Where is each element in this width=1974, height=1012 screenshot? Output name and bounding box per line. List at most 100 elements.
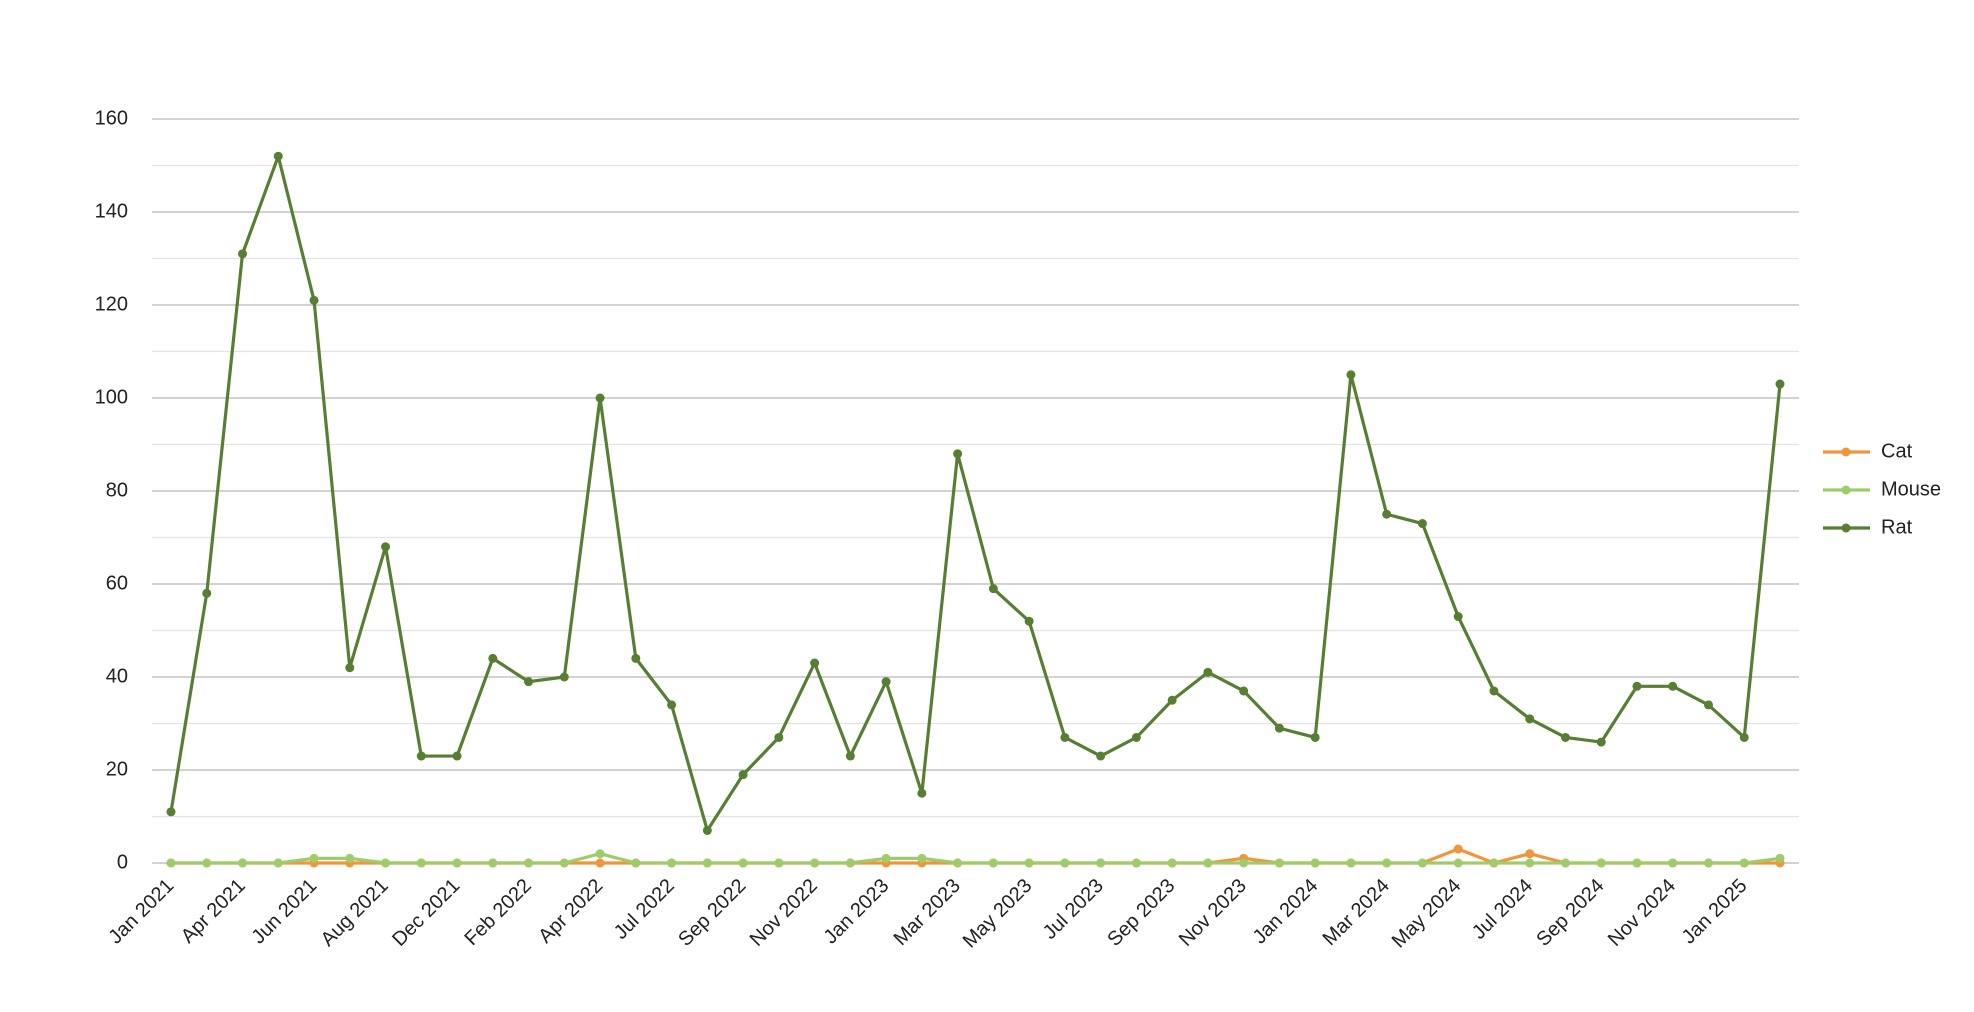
data-point [202,858,212,868]
data-point [166,807,176,817]
data-point [1203,667,1213,677]
y-tick-label: 100 [95,386,128,408]
data-point [774,858,784,868]
y-tick-label: 80 [106,479,128,501]
data-point [1775,853,1785,863]
data-point [1024,858,1034,868]
data-point [1382,858,1392,868]
data-point [1096,858,1106,868]
data-point [1525,858,1535,868]
x-tick-label: Dec 2021 [388,875,464,951]
data-point [488,858,498,868]
data-point [845,751,855,761]
x-tick-label: Jun 2021 [248,875,322,949]
x-tick-label: May 2024 [1388,875,1466,953]
data-point [1668,681,1678,691]
legend-label: Mouse [1881,478,1941,500]
data-point [559,672,569,682]
y-tick-label: 160 [95,107,128,129]
data-point [1596,858,1606,868]
data-point [738,770,748,780]
data-point [559,858,569,868]
x-tick-label: Apr 2021 [177,875,250,948]
x-tick-label: Nov 2022 [746,875,822,951]
data-point [1596,737,1606,747]
data-point [1346,858,1356,868]
data-point [810,658,820,668]
data-point [273,151,283,161]
data-point [345,663,355,673]
y-tick-label: 120 [95,293,128,315]
data-point [1239,686,1249,696]
data-point [1131,732,1141,742]
x-tick-label: Jan 2023 [820,875,894,949]
x-tick-label: Nov 2024 [1604,875,1680,951]
y-tick-label: 60 [106,572,128,594]
data-point [238,249,248,259]
data-point [273,858,283,868]
data-point [1560,858,1570,868]
data-point [1417,858,1427,868]
data-point [1167,858,1177,868]
data-point [381,858,391,868]
data-point [810,858,820,868]
data-point [988,858,998,868]
data-point [1703,700,1713,710]
legend-marker [1841,485,1851,495]
x-tick-label: Jan 2025 [1678,875,1752,949]
data-point [1775,379,1785,389]
data-point [1060,732,1070,742]
legend-marker [1841,523,1851,533]
data-point [1489,858,1499,868]
data-point [238,858,248,868]
data-point [524,677,534,687]
x-tick-label: Sep 2024 [1532,875,1608,951]
data-point [1310,858,1320,868]
x-tick-label: Mar 2023 [890,875,965,950]
data-point [488,653,498,663]
y-tick-label: 140 [95,200,128,222]
x-tick-label: Jul 2023 [1039,875,1108,944]
data-point [309,295,319,305]
x-tick-label: Apr 2022 [534,875,607,948]
legend-marker [1841,447,1851,457]
legend-item: Rat [1823,516,1913,538]
data-point [702,858,712,868]
data-point [416,858,426,868]
x-tick-label: Jan 2021 [105,875,179,949]
data-point [667,700,677,710]
x-tick-label: Jan 2024 [1249,875,1323,949]
data-point [953,858,963,868]
x-tick-label: Jul 2024 [1468,875,1537,944]
data-point [953,449,963,459]
legend-label: Cat [1881,440,1913,462]
y-tick-label: 20 [106,758,128,780]
data-point [1739,732,1749,742]
data-point [917,788,927,798]
data-point [1525,714,1535,724]
legend-item: Mouse [1823,478,1941,500]
data-point [309,853,319,863]
data-point [702,825,712,835]
data-point [1310,732,1320,742]
data-point [1131,858,1141,868]
data-point [1632,858,1642,868]
data-point [416,751,426,761]
data-point [1346,370,1356,380]
x-tick-label: Mar 2024 [1319,875,1394,950]
data-point [774,732,784,742]
x-tick-label: Jul 2022 [610,875,679,944]
data-point [881,677,891,687]
legend-label: Rat [1881,516,1913,538]
data-point [631,858,641,868]
data-point [1453,612,1463,622]
data-point [988,584,998,594]
data-point [345,853,355,863]
data-point [452,858,462,868]
data-point [202,588,212,598]
data-point [1239,858,1249,868]
data-point [1632,681,1642,691]
data-point [595,393,605,403]
